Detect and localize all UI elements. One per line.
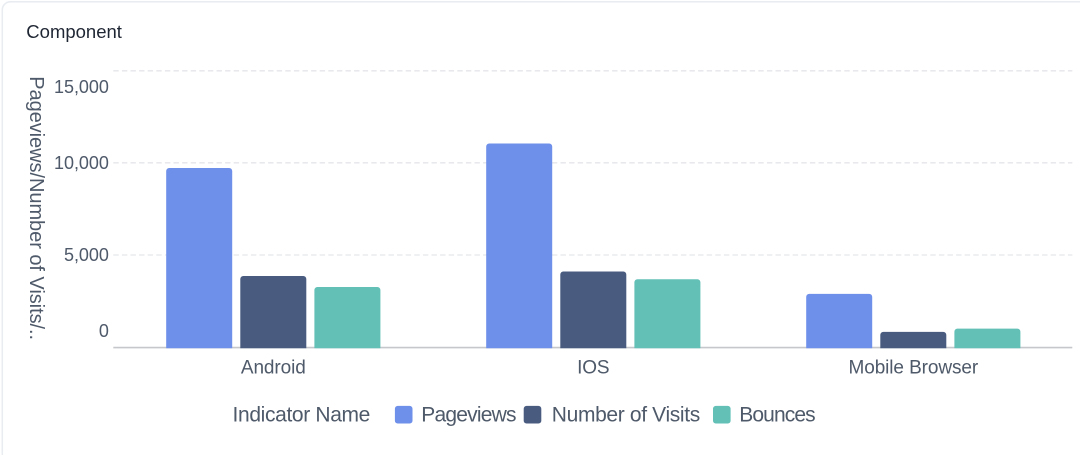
svg-text:10,000: 10,000 [54, 153, 109, 173]
svg-text:0: 0 [99, 321, 109, 341]
svg-text:Pageviews: Pageviews [421, 403, 516, 426]
svg-text:Mobile Browser: Mobile Browser [849, 357, 979, 378]
svg-text:Component: Component [26, 21, 122, 42]
svg-text:Number of Visits: Number of Visits [552, 403, 700, 426]
svg-text:Pageviews/Number of Visits/..: Pageviews/Number of Visits/.. [25, 76, 47, 340]
svg-text:5,000: 5,000 [64, 245, 109, 265]
svg-text:IOS: IOS [577, 357, 609, 378]
svg-text:Android: Android [241, 357, 306, 378]
svg-text:15,000: 15,000 [54, 77, 109, 97]
svg-text:Bounces: Bounces [739, 403, 815, 426]
svg-text:Indicator Name: Indicator Name [233, 403, 371, 426]
